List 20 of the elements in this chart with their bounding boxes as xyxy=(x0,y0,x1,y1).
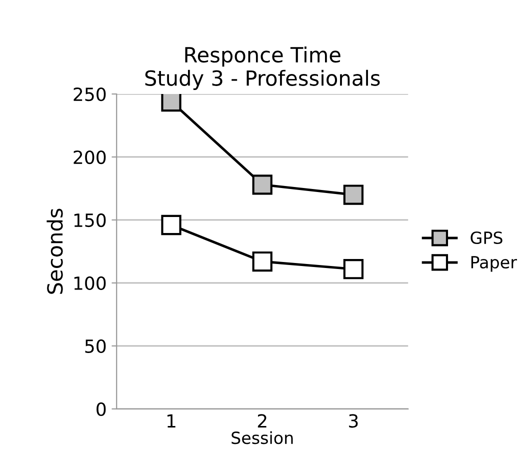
point xyxy=(161,94,182,112)
y-tick-label: 50 xyxy=(85,339,106,354)
point xyxy=(161,214,182,236)
x-tick-label: 3 xyxy=(349,414,358,428)
y-axis-title: Seconds xyxy=(46,208,63,294)
legend-label: GPS xyxy=(470,231,502,244)
x-tick-label: 2 xyxy=(258,414,266,428)
y-tick-label: 0 xyxy=(96,402,106,416)
point xyxy=(252,251,272,272)
y-tick-label: 100 xyxy=(74,276,106,290)
point xyxy=(252,174,272,195)
y-tick-label: 150 xyxy=(74,213,106,228)
y-tick-label: 250 xyxy=(74,87,106,102)
point xyxy=(343,184,364,205)
point xyxy=(343,259,364,280)
legend-label: Paper xyxy=(471,256,517,272)
chart-title: Responce Time Study 3 - Professionals xyxy=(145,46,380,90)
x-axis-title: Session xyxy=(232,431,293,444)
x-tick-label: 1 xyxy=(167,414,176,428)
y-tick-label: 200 xyxy=(74,150,106,164)
